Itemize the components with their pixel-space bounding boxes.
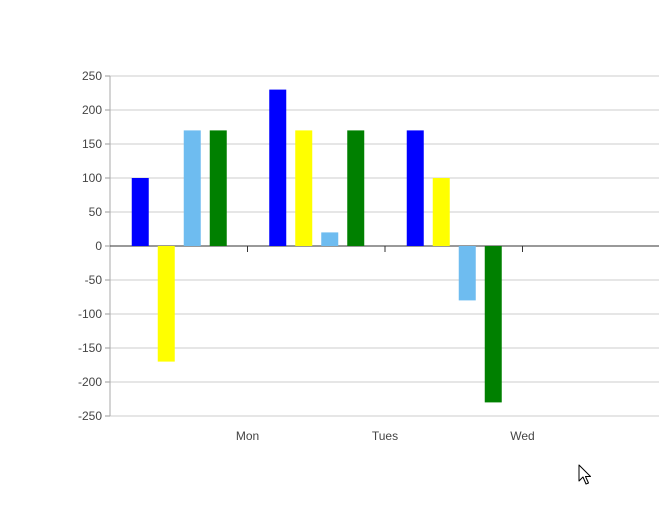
gridlines bbox=[110, 75, 659, 417]
bar-tues-series-4 bbox=[347, 130, 365, 246]
y-tick-label: -200 bbox=[78, 375, 102, 389]
y-tick-label: -250 bbox=[78, 409, 102, 423]
bar-mon-series-4 bbox=[209, 130, 227, 246]
bar-mon-series-1 bbox=[131, 178, 149, 246]
y-tick-label: 100 bbox=[82, 171, 102, 185]
y-tick-label: -100 bbox=[78, 307, 102, 321]
y-tick-label: -150 bbox=[78, 341, 102, 355]
bar-tues-series-1 bbox=[269, 89, 287, 246]
y-axis-tick-labels: 250 200 150 100 50 0 -50 -100 -150 -200 … bbox=[78, 69, 102, 423]
x-axis-tick-labels: Mon Tues Wed bbox=[236, 429, 535, 443]
bar-tues-series-2 bbox=[295, 130, 313, 246]
y-tick-label: 250 bbox=[82, 69, 102, 83]
y-tick-label: 50 bbox=[89, 205, 103, 219]
bar-wed-series-4 bbox=[484, 246, 502, 403]
bar-wed-series-3 bbox=[458, 246, 476, 301]
y-tick-label: 0 bbox=[95, 239, 102, 253]
bar-wed-series-1 bbox=[406, 130, 424, 246]
bar-mon-series-3 bbox=[183, 130, 201, 246]
bar-mon-series-2 bbox=[157, 246, 175, 362]
bar-wed-series-2 bbox=[432, 178, 450, 246]
axes bbox=[105, 75, 659, 417]
bar-tues-series-3 bbox=[321, 232, 339, 246]
mouse-pointer-icon bbox=[578, 464, 591, 485]
y-tick-label: -50 bbox=[85, 273, 103, 287]
x-tick-label-wed: Wed bbox=[510, 429, 534, 443]
y-tick-label: 150 bbox=[82, 137, 102, 151]
x-tick-label-mon: Mon bbox=[236, 429, 259, 443]
bars bbox=[131, 89, 502, 403]
x-tick-label-tues: Tues bbox=[372, 429, 398, 443]
y-tick-label: 200 bbox=[82, 103, 102, 117]
